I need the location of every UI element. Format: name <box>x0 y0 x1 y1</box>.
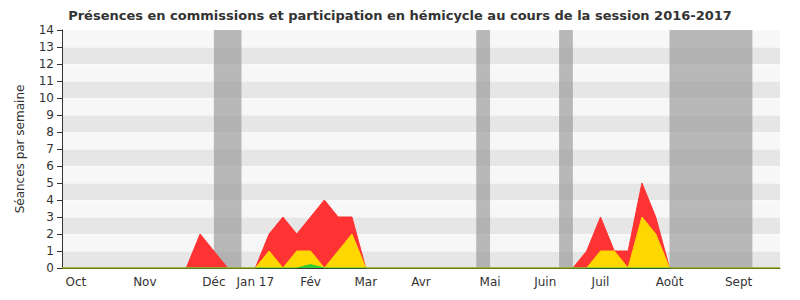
svg-text:13: 13 <box>39 40 54 54</box>
svg-text:14: 14 <box>39 23 54 37</box>
svg-text:11: 11 <box>39 74 54 88</box>
svg-text:Mai: Mai <box>480 275 501 289</box>
svg-text:Présences en commissions et pa: Présences en commissions et participatio… <box>68 8 732 23</box>
svg-text:Déc: Déc <box>202 275 225 289</box>
svg-text:2: 2 <box>46 227 54 241</box>
svg-text:7: 7 <box>46 142 54 156</box>
svg-text:12: 12 <box>39 57 54 71</box>
svg-text:5: 5 <box>46 176 54 190</box>
svg-text:6: 6 <box>46 159 54 173</box>
svg-text:0: 0 <box>46 261 54 275</box>
svg-text:8: 8 <box>46 125 54 139</box>
svg-text:3: 3 <box>46 210 54 224</box>
svg-text:Jan 17: Jan 17 <box>236 275 275 289</box>
svg-text:4: 4 <box>46 193 54 207</box>
svg-text:1: 1 <box>46 244 54 258</box>
svg-text:Août: Août <box>656 275 684 289</box>
svg-text:Juin: Juin <box>533 275 556 289</box>
svg-text:Oct: Oct <box>65 275 86 289</box>
svg-text:9: 9 <box>46 108 54 122</box>
svg-text:10: 10 <box>39 91 54 105</box>
svg-text:Sept: Sept <box>725 275 753 289</box>
svg-text:Séances par semaine: Séances par semaine <box>13 85 27 214</box>
svg-text:Nov: Nov <box>133 275 156 289</box>
svg-text:Mar: Mar <box>354 275 377 289</box>
svg-text:Fév: Fév <box>300 275 321 289</box>
svg-text:Avr: Avr <box>411 275 431 289</box>
svg-text:Juil: Juil <box>591 275 610 289</box>
